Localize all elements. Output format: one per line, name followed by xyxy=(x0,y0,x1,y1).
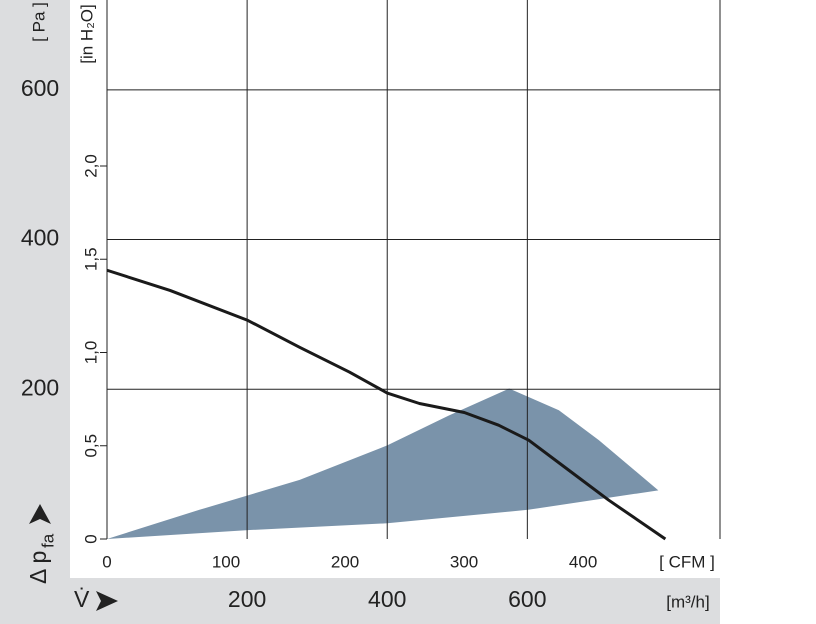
operating-region xyxy=(107,388,659,539)
x2-tick-label: 300 xyxy=(450,552,478,571)
x-arrow xyxy=(96,591,118,611)
y-label-sub: fa xyxy=(38,533,57,548)
x2-label: [ CFM ] xyxy=(659,552,715,571)
x2-tick-label: 200 xyxy=(331,552,359,571)
y-unit: [ Pa ] xyxy=(29,2,48,42)
y2-tick-label: 1,5 xyxy=(81,247,100,271)
x-tick-label: 600 xyxy=(508,586,546,612)
y2-tick-label: 2,0 xyxy=(81,154,100,178)
x-tick-label: 200 xyxy=(228,586,266,612)
x2-tick-label: 400 xyxy=(569,552,597,571)
y2-tick-label: 1,0 xyxy=(81,341,100,365)
bottom-band xyxy=(0,578,720,624)
x-tick-label: 400 xyxy=(368,586,406,612)
y-arrow xyxy=(29,504,51,524)
y-tick-label: 200 xyxy=(21,374,59,400)
y2-label: [in H₂O] xyxy=(77,4,96,64)
y-tick-label: 400 xyxy=(21,225,59,251)
x-unit: [m³/h] xyxy=(666,592,709,611)
x2-tick-label: 0 xyxy=(102,552,111,571)
y2-tick-label: 0 xyxy=(81,534,100,543)
y-label: Δ p fa xyxy=(25,504,57,584)
y-tick-label: 600 xyxy=(21,75,59,101)
curve xyxy=(106,268,667,541)
x-label: V̇ xyxy=(74,586,90,612)
x2-tick-label: 100 xyxy=(212,552,240,571)
plot xyxy=(100,0,721,541)
y-label-main: Δ p xyxy=(25,551,51,584)
y2-tick-label: 0,5 xyxy=(81,434,100,458)
